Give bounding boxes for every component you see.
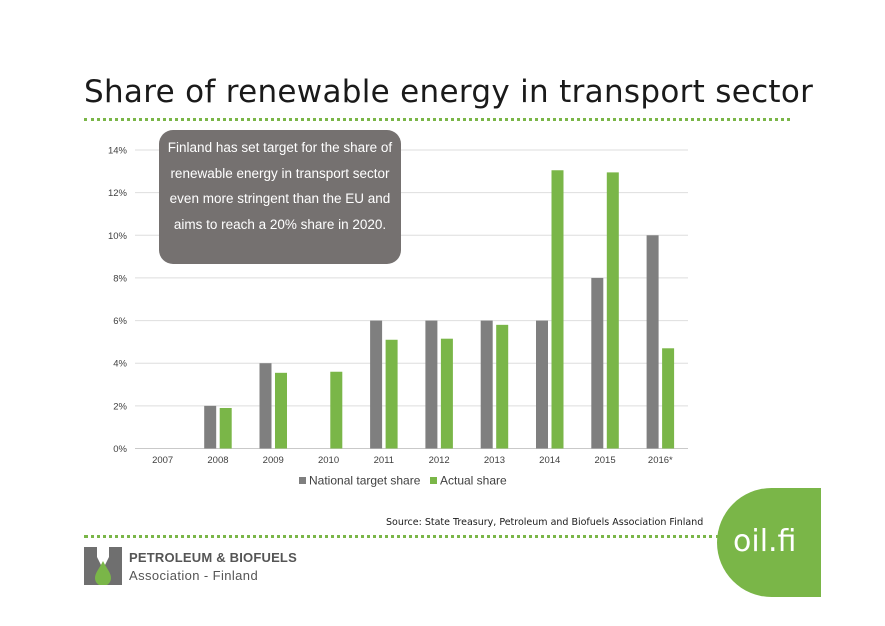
x-tick-label: 2009 xyxy=(263,455,284,466)
y-axis-ticks: 0% 2% 4% 6% 8% 10% 12% 14% xyxy=(108,146,128,456)
legend-label-actual: Actual share xyxy=(440,474,507,488)
bar-national-target xyxy=(480,320,493,449)
y-tick-label: 12% xyxy=(108,188,128,199)
y-tick-label: 14% xyxy=(108,146,128,157)
y-tick-label: 0% xyxy=(113,444,127,455)
drop-logo-icon xyxy=(84,547,122,585)
bar-national-target xyxy=(259,363,272,449)
y-tick-label: 8% xyxy=(113,273,127,284)
x-tick-label: 2010 xyxy=(318,455,339,466)
x-tick-label: 2008 xyxy=(207,455,228,466)
x-tick-label: 2014 xyxy=(539,455,560,466)
bar-actual-share xyxy=(551,170,564,449)
y-tick-label: 4% xyxy=(113,359,127,370)
bar-actual-share xyxy=(496,324,509,449)
x-tick-label: 2013 xyxy=(484,455,505,466)
info-callout: Finland has set target for the share of … xyxy=(159,130,401,264)
y-tick-label: 6% xyxy=(113,316,127,327)
bar-national-target xyxy=(591,277,604,449)
bottom-dotted-divider xyxy=(84,535,720,538)
x-tick-label: 2011 xyxy=(374,455,394,466)
org-name-line2: Association - Finland xyxy=(129,568,259,583)
top-dotted-divider xyxy=(84,118,790,121)
bar-national-target xyxy=(204,405,217,449)
chart-legend: National target share Actual share xyxy=(299,474,507,488)
bar-actual-share xyxy=(662,348,675,449)
page-title: Share of renewable energy in transport s… xyxy=(84,74,814,110)
bar-national-target xyxy=(536,320,548,449)
legend-label-target: National target share xyxy=(309,474,421,488)
legend-swatch-target xyxy=(299,477,306,484)
bar-actual-share xyxy=(275,372,287,449)
org-name-line1: PETROLEUM & BIOFUELS xyxy=(129,550,297,565)
bar-actual-share xyxy=(606,172,619,449)
source-note: Source: State Treasury, Petroleum and Bi… xyxy=(386,517,704,528)
y-tick-label: 2% xyxy=(113,401,127,412)
oil-fi-badge-label: oil.fi xyxy=(733,524,797,559)
chart-bars xyxy=(204,170,675,449)
bar-actual-share xyxy=(440,338,453,449)
bar-national-target xyxy=(646,235,659,449)
y-tick-label: 10% xyxy=(108,231,128,242)
x-tick-label: 2016* xyxy=(648,455,673,466)
bar-actual-share xyxy=(330,371,343,449)
oil-fi-badge[interactable]: oil.fi xyxy=(717,488,821,597)
bar-actual-share xyxy=(385,339,398,449)
legend-swatch-actual xyxy=(430,477,437,484)
x-axis-ticks: 2007 2008 2009 2010 2011 2012 2013 2014 2015 2016… xyxy=(152,455,673,466)
x-tick-label: 2007 xyxy=(152,455,173,466)
bar-national-target xyxy=(425,320,438,449)
bar-national-target xyxy=(370,320,383,449)
bar-actual-share xyxy=(219,407,232,449)
x-tick-label: 2015 xyxy=(594,455,615,466)
x-tick-label: 2012 xyxy=(429,455,450,466)
